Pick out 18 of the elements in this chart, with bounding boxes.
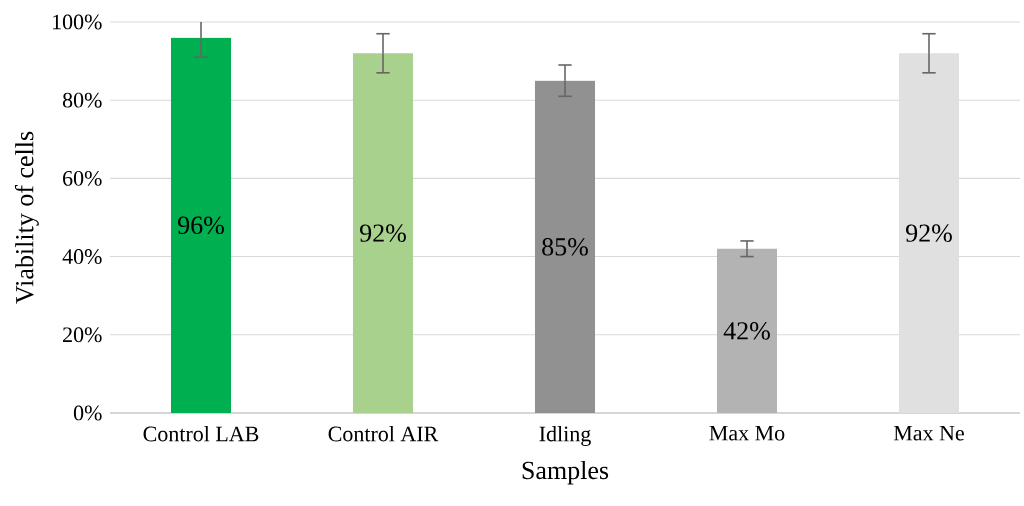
x-tick-label: Control LAB xyxy=(143,425,259,442)
data-label: 42% xyxy=(723,322,770,340)
x-tick-label: Control AIR xyxy=(328,425,439,442)
x-axis-title: Samples xyxy=(522,460,609,485)
data-label: 92% xyxy=(360,224,406,242)
y-tick-label: 60% xyxy=(63,170,102,186)
x-tick-label: Max Ne xyxy=(893,425,964,441)
data-label: 92% xyxy=(906,224,952,242)
data-label: 85% xyxy=(542,237,588,256)
data-label: 96% xyxy=(178,216,224,235)
x-tick-label: Idling xyxy=(539,425,591,446)
y-tick-label: 100% xyxy=(53,14,102,30)
y-tick-label: 80% xyxy=(62,92,102,108)
y-tick-label: 20% xyxy=(63,327,102,343)
y-tick-label: 40% xyxy=(62,249,102,265)
y-axis-title: Viability of cells xyxy=(14,131,39,304)
y-tick-label: 0% xyxy=(73,405,102,421)
x-tick-label: Max Mo xyxy=(709,425,785,441)
